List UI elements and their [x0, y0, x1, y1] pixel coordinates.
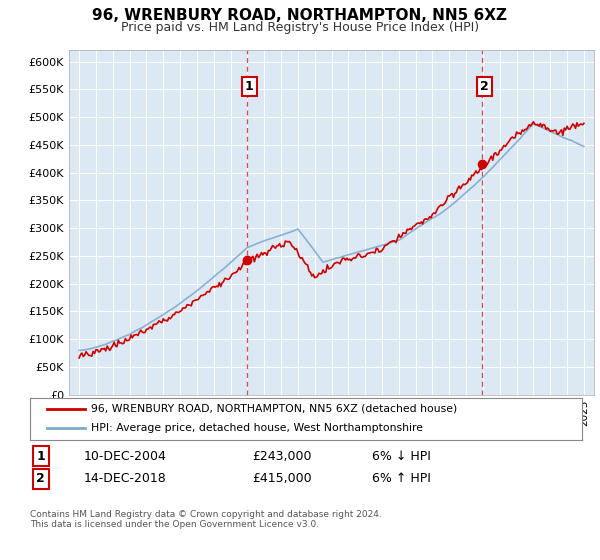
Text: 6% ↑ HPI: 6% ↑ HPI	[372, 472, 431, 486]
Text: 96, WRENBURY ROAD, NORTHAMPTON, NN5 6XZ: 96, WRENBURY ROAD, NORTHAMPTON, NN5 6XZ	[92, 8, 508, 24]
Text: Price paid vs. HM Land Registry's House Price Index (HPI): Price paid vs. HM Land Registry's House …	[121, 21, 479, 34]
Text: 2: 2	[37, 472, 45, 486]
Text: 1: 1	[245, 80, 253, 93]
Text: £415,000: £415,000	[252, 472, 311, 486]
Text: 2: 2	[480, 80, 489, 93]
Text: HPI: Average price, detached house, West Northamptonshire: HPI: Average price, detached house, West…	[91, 423, 423, 433]
Text: £243,000: £243,000	[252, 450, 311, 463]
Text: 1: 1	[37, 450, 45, 463]
Text: 10-DEC-2004: 10-DEC-2004	[84, 450, 167, 463]
Text: 14-DEC-2018: 14-DEC-2018	[84, 472, 167, 486]
Text: 6% ↓ HPI: 6% ↓ HPI	[372, 450, 431, 463]
Text: Contains HM Land Registry data © Crown copyright and database right 2024.
This d: Contains HM Land Registry data © Crown c…	[30, 510, 382, 529]
Text: 96, WRENBURY ROAD, NORTHAMPTON, NN5 6XZ (detached house): 96, WRENBURY ROAD, NORTHAMPTON, NN5 6XZ …	[91, 404, 457, 414]
